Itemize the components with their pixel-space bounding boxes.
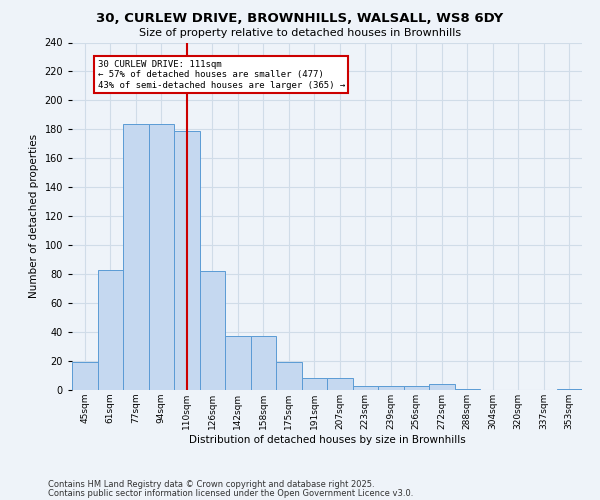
Bar (378, 386, 404, 390)
Bar (455, 388, 480, 390)
Text: Size of property relative to detached houses in Brownhills: Size of property relative to detached ho… (139, 28, 461, 38)
Bar (404, 386, 429, 390)
Text: Contains HM Land Registry data © Crown copyright and database right 2025.: Contains HM Land Registry data © Crown c… (48, 480, 374, 489)
Text: 30, CURLEW DRIVE, BROWNHILLS, WALSALL, WS8 6DY: 30, CURLEW DRIVE, BROWNHILLS, WALSALL, W… (97, 12, 503, 26)
Bar (353, 386, 378, 390)
Bar (327, 378, 353, 390)
X-axis label: Distribution of detached houses by size in Brownhills: Distribution of detached houses by size … (188, 434, 466, 444)
Bar (72, 362, 97, 390)
Text: Contains public sector information licensed under the Open Government Licence v3: Contains public sector information licen… (48, 488, 413, 498)
Y-axis label: Number of detached properties: Number of detached properties (29, 134, 39, 298)
Bar (174, 131, 199, 390)
Bar (225, 336, 251, 390)
Bar (97, 270, 123, 390)
Bar (251, 336, 276, 390)
Bar (199, 272, 225, 390)
Bar (557, 388, 582, 390)
Text: 30 CURLEW DRIVE: 111sqm
← 57% of detached houses are smaller (477)
43% of semi-d: 30 CURLEW DRIVE: 111sqm ← 57% of detache… (97, 60, 345, 90)
Bar (149, 124, 174, 390)
Bar (302, 378, 327, 390)
Bar (429, 384, 455, 390)
Bar (123, 124, 149, 390)
Bar (276, 362, 302, 390)
